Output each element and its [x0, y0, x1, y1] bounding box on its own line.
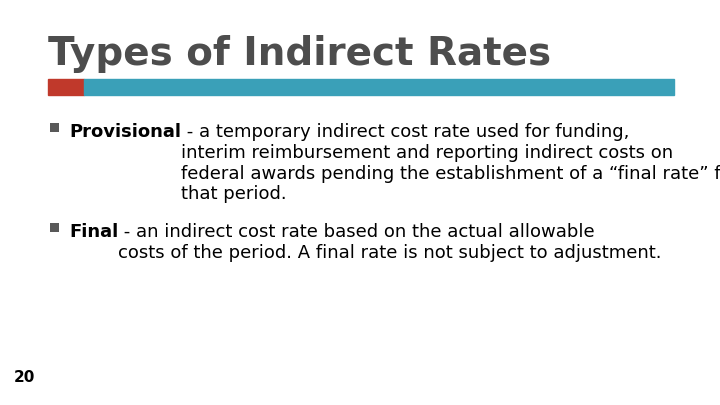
Text: - a temporary indirect cost rate used for funding,
interim reimbursement and rep: - a temporary indirect cost rate used fo… [181, 123, 720, 203]
Bar [50, 123, 59, 132]
Bar [84, 79, 674, 95]
Text: Types of Indirect Rates: Types of Indirect Rates [48, 35, 551, 73]
Text: 20: 20 [14, 370, 35, 385]
Text: - an indirect cost rate based on the actual allowable
costs of the period. A fin: - an indirect cost rate based on the act… [118, 223, 662, 262]
Text: Final: Final [69, 223, 118, 241]
Text: Provisional: Provisional [69, 123, 181, 141]
Bar [48, 79, 84, 95]
Bar [50, 223, 59, 232]
